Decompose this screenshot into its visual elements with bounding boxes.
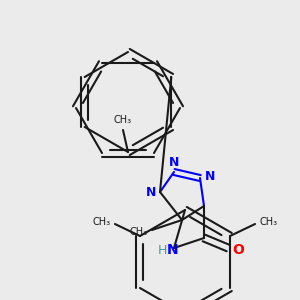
Text: CH₃: CH₃ [130,227,148,237]
Text: CH₃: CH₃ [259,217,277,227]
Text: O: O [232,243,244,257]
Text: N: N [205,169,215,182]
Text: N: N [167,243,179,257]
Text: N: N [169,155,179,169]
Text: N: N [146,185,156,199]
Text: CH₃: CH₃ [114,115,132,125]
Text: H: H [157,244,167,256]
Text: CH₃: CH₃ [93,217,111,227]
